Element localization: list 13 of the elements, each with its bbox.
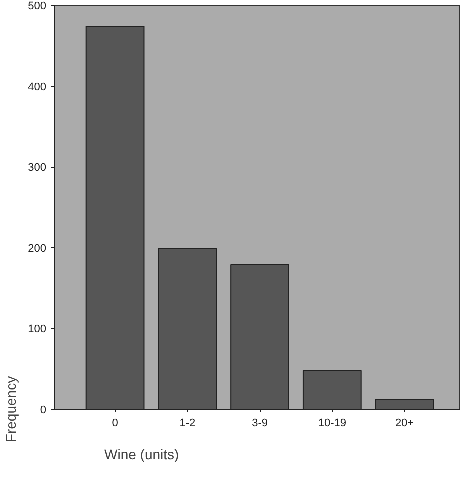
y-tick-label: 400 [28,81,47,94]
x-tick-label: 0 [112,418,118,430]
x-tick-label: 10-19 [318,418,346,430]
y-tick-label: 200 [28,242,47,255]
x-axis-title: Wine (units) [104,446,180,462]
y-tick-label: 0 [40,404,47,416]
y-tick-label: 500 [28,0,47,12]
y-axis-title: Frequency [3,376,20,443]
x-tick-label: 20+ [395,418,414,430]
y-tick-label: 300 [28,162,47,174]
x-tick-label: 3-9 [252,418,268,430]
x-tick-label: 1-2 [180,418,196,430]
y-tick-label: 100 [28,324,47,336]
